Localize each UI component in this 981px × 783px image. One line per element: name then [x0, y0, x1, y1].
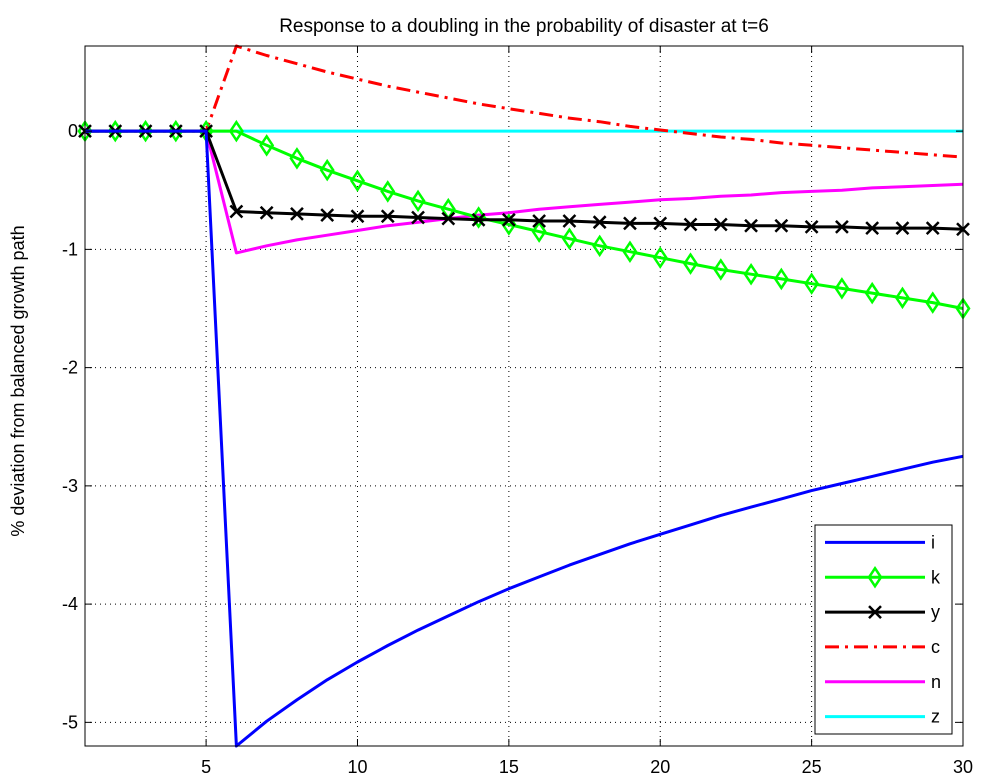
legend-item-y: y [825, 602, 940, 622]
legend-marker [867, 565, 883, 589]
data-point-k [410, 189, 426, 213]
data-point-y [683, 217, 698, 232]
data-point-y [441, 211, 456, 226]
data-point-k [683, 252, 699, 275]
legend-item-c: c [825, 637, 940, 657]
data-point-k [804, 272, 820, 295]
data-point-y [562, 214, 577, 228]
plot-frame [84, 45, 964, 747]
data-point-y [653, 216, 668, 231]
data-point-k [289, 147, 305, 170]
data-point-k [925, 291, 941, 314]
data-point-y [865, 221, 880, 235]
chart-title: Response to a doubling in the probabilit… [279, 16, 769, 37]
y-axis-label: % deviation from balanced growth path [8, 225, 28, 536]
legend-label: y [931, 602, 940, 622]
y-tick-label: -4 [62, 594, 78, 614]
data-point-k [622, 240, 638, 263]
data-point-y [925, 221, 940, 235]
legend-label: c [931, 637, 940, 657]
y-tick-label: -1 [62, 239, 78, 259]
x-tick-label: 25 [802, 757, 822, 777]
y-tick-label: -3 [62, 476, 78, 496]
data-point-k [773, 267, 789, 291]
data-point-k [501, 213, 517, 236]
data-point-y [320, 208, 335, 222]
data-point-y [713, 217, 728, 232]
series-i [85, 129, 964, 748]
legend-label: k [931, 567, 941, 587]
legend-item-i: i [825, 532, 935, 552]
series-c [85, 44, 964, 159]
data-point-k [349, 169, 365, 193]
legend-box [814, 524, 953, 735]
legend-marker [868, 605, 882, 619]
legend-item-n: n [825, 672, 941, 692]
data-point-y [592, 215, 607, 230]
legend-label: n [931, 672, 941, 692]
y-tick-label: -2 [62, 358, 78, 378]
data-point-k [713, 258, 729, 281]
series-line-c [85, 44, 964, 159]
data-point-k [228, 119, 244, 143]
data-point-y [229, 204, 244, 219]
series-y [78, 124, 970, 237]
legend-label: z [931, 707, 940, 727]
x-tick-label: 30 [953, 757, 973, 777]
series-layer [77, 44, 971, 748]
data-point-y [471, 212, 486, 227]
legend-label: i [931, 532, 935, 552]
data-point-k [259, 134, 275, 157]
x-tick-label: 5 [201, 757, 211, 777]
data-point-k [652, 246, 668, 269]
data-point-y [411, 210, 425, 225]
y-tick-label: 0 [68, 121, 78, 141]
data-point-k [380, 180, 396, 203]
series-n [85, 129, 964, 255]
data-point-k [864, 281, 880, 305]
data-point-y [895, 221, 910, 235]
y-tick-label: -5 [62, 712, 78, 732]
data-point-y [259, 205, 274, 220]
series-line-i [85, 129, 964, 748]
series-line-n [85, 129, 964, 255]
data-point-y [835, 220, 849, 234]
x-tick-label: 10 [347, 757, 367, 777]
data-point-k [531, 220, 547, 243]
data-point-y [804, 220, 819, 234]
series-k [77, 119, 971, 320]
x-tick-label: 15 [499, 757, 519, 777]
data-point-k [743, 262, 759, 286]
data-point-k [561, 227, 577, 250]
data-point-y [501, 212, 516, 227]
data-point-k [592, 234, 608, 258]
data-point-k [834, 277, 850, 300]
data-point-y [532, 214, 547, 228]
data-point-y [744, 218, 758, 233]
series-line-y [85, 129, 964, 231]
data-point-k [319, 158, 335, 182]
legend-item-k: k [825, 565, 941, 589]
x-tick-label: 20 [650, 757, 670, 777]
data-point-y [623, 216, 637, 231]
data-point-y [380, 209, 395, 224]
ticks: 5 10 15 20 25 30 0 -1 -2 -3 -4 -5 [62, 46, 973, 777]
data-point-k [894, 286, 910, 310]
data-point-y [350, 209, 365, 224]
data-point-y [774, 218, 789, 233]
data-point-y [290, 207, 304, 221]
legend-item-z: z [825, 707, 940, 727]
